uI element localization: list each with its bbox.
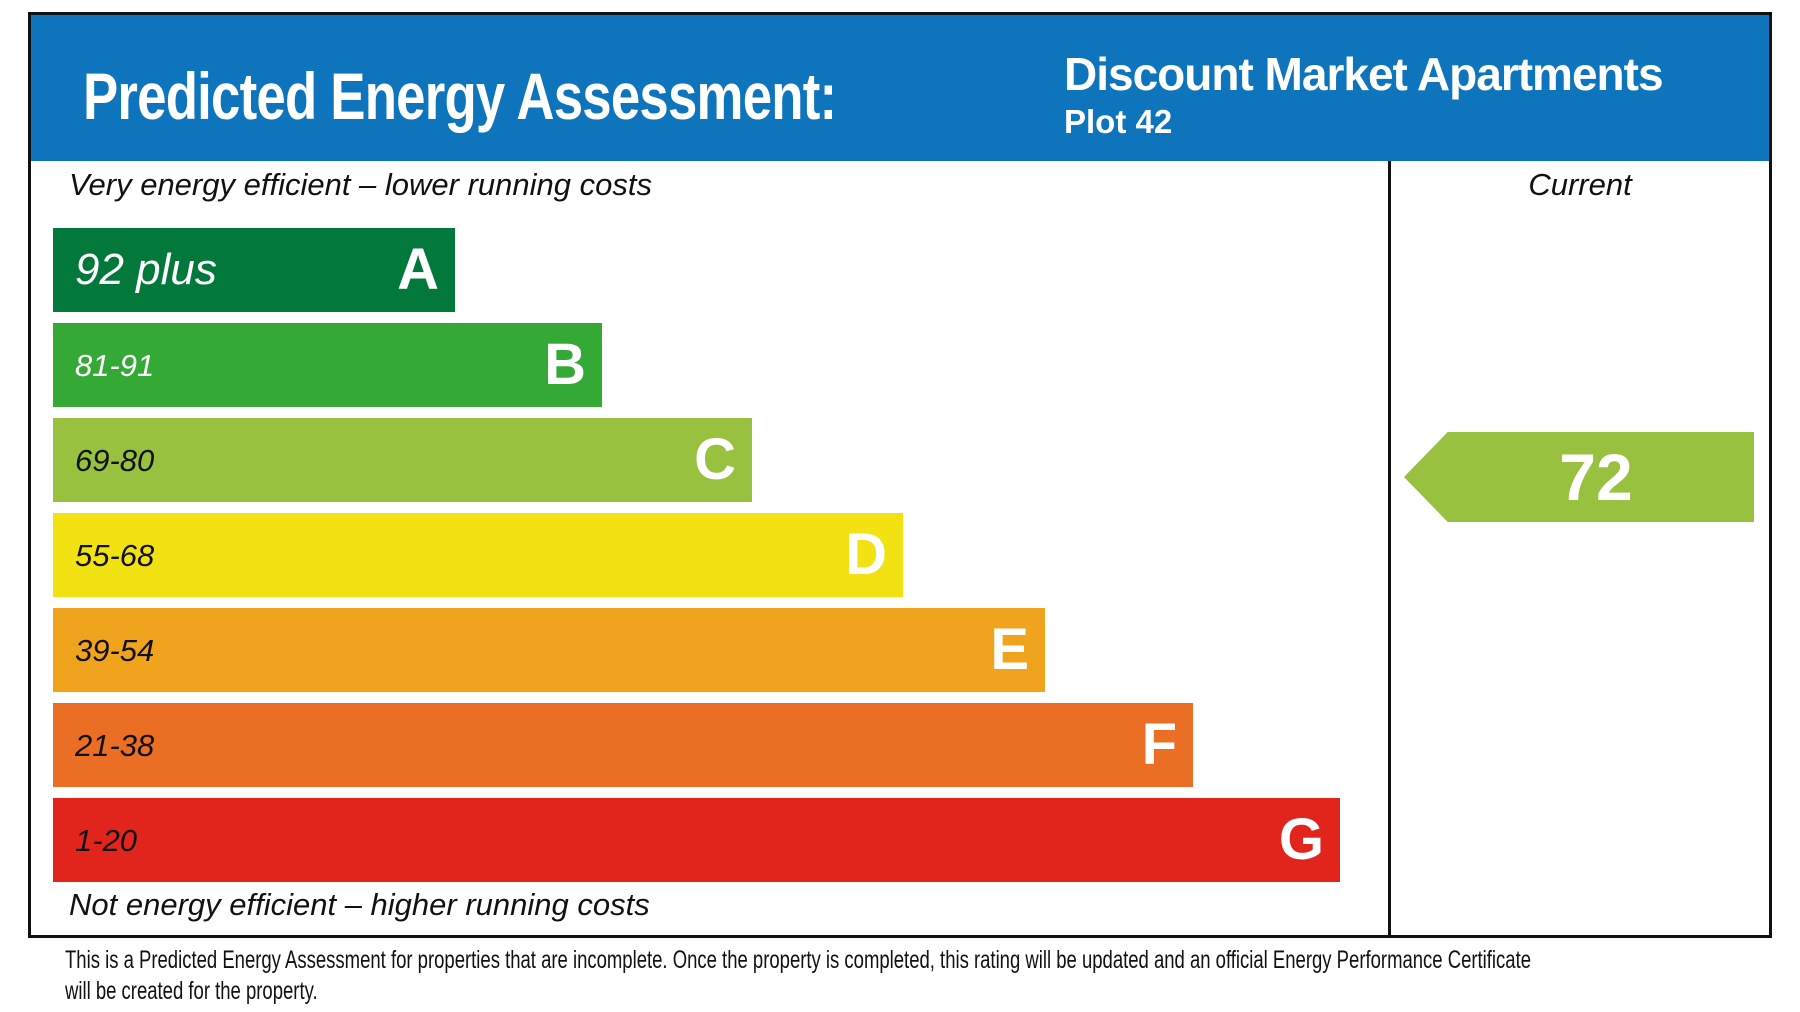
header-bar: Predicted Energy Assessment: Discount Ma… xyxy=(31,15,1769,161)
property-name: Discount Market Apartments xyxy=(1064,48,1664,100)
band-row-c: 69-80 C xyxy=(53,418,752,502)
footer-disclaimer: This is a Predicted Energy Assessment fo… xyxy=(65,946,1532,1005)
band-row-b: 81-91 B xyxy=(53,323,602,407)
page-title: Predicted Energy Assessment: xyxy=(83,59,837,133)
band-letter: C xyxy=(694,427,736,492)
caption-not-efficient: Not energy efficient – higher running co… xyxy=(69,887,650,922)
certificate-frame: Predicted Energy Assessment: Discount Ma… xyxy=(28,12,1772,938)
band-letter: G xyxy=(1278,807,1324,872)
band-range-label: 69-80 xyxy=(75,442,155,478)
band-row-d: 55-68 D xyxy=(53,513,903,597)
band-range-label: 81-91 xyxy=(75,347,155,383)
column-divider xyxy=(1388,161,1391,935)
band-letter: B xyxy=(544,332,586,397)
band-range-label: 39-54 xyxy=(75,632,155,668)
band-range-label: 55-68 xyxy=(75,537,155,573)
band-row-g: 1-20 G xyxy=(53,798,1340,882)
current-rating-value: 72 xyxy=(1559,440,1633,514)
band-letter: E xyxy=(990,617,1029,682)
current-column-header: Current xyxy=(1528,167,1632,202)
caption-very-efficient: Very energy efficient – lower running co… xyxy=(69,167,652,202)
band-row-f: 21-38 F xyxy=(53,703,1193,787)
band-letter: D xyxy=(845,522,887,587)
band-letter: F xyxy=(1141,712,1177,777)
property-block: Discount Market Apartments Plot 42 xyxy=(1064,48,1664,141)
band-letter: A xyxy=(397,237,439,302)
plot-number: Plot 42 xyxy=(1064,102,1173,140)
band-range-label: 21-38 xyxy=(75,727,155,763)
band-range-label: 1-20 xyxy=(75,822,138,858)
band-row-a: 92 plus A xyxy=(53,228,455,312)
current-rating-arrow: 72 xyxy=(1404,432,1754,522)
band-row-e: 39-54 E xyxy=(53,608,1045,692)
band-range-label: 92 plus xyxy=(75,245,217,294)
